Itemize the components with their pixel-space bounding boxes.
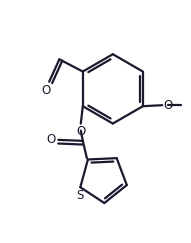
Text: O: O (76, 125, 85, 138)
Text: O: O (46, 133, 56, 146)
Text: O: O (163, 99, 172, 112)
Text: S: S (77, 189, 84, 202)
Text: O: O (41, 84, 51, 97)
